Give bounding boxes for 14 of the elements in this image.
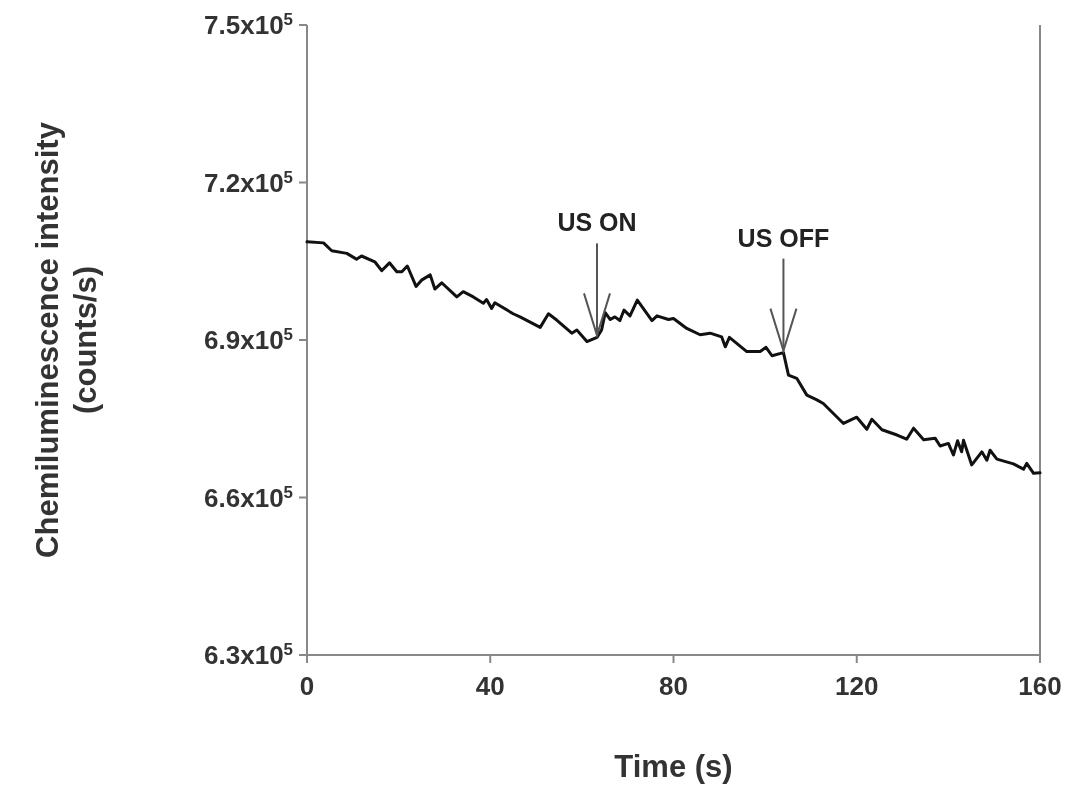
x-axis-title: Time (s) xyxy=(614,749,733,784)
annotation: US OFF xyxy=(737,223,830,252)
y-tick-label: 6.6x10$^{5}$ xyxy=(204,482,293,513)
y-tick-label: 6.9x10$^{5}$ xyxy=(204,324,293,356)
y-tick-label: 6.3x10$^{5}$ xyxy=(204,639,293,671)
annotation: US ON xyxy=(557,208,637,237)
x-tick-label: 40 xyxy=(475,671,505,701)
y-tick-label: 7.2x10$^{5}$ xyxy=(204,167,293,198)
y-axis-title: Chemiluminescence intensity (counts/s) xyxy=(30,121,103,558)
x-tick-label: 160 xyxy=(1018,671,1062,701)
x-tick-label: 80 xyxy=(659,671,688,701)
y-tick-label: 7.5x10$^{5}$ xyxy=(204,9,293,41)
x-tick-label: 0 xyxy=(299,671,315,701)
x-tick-label: 120 xyxy=(835,671,879,701)
